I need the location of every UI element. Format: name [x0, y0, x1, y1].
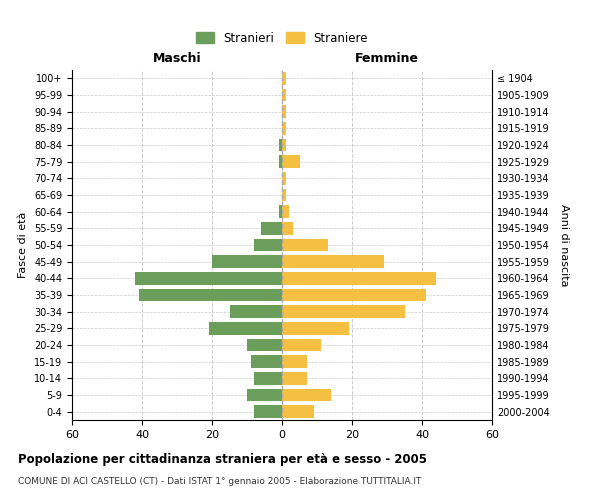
Bar [229, 306, 282, 318]
Y-axis label: Anni di nascita: Anni di nascita [559, 204, 569, 286]
Bar [261, 222, 282, 234]
Bar [282, 156, 299, 168]
Y-axis label: Fasce di età: Fasce di età [19, 212, 28, 278]
Bar [282, 222, 293, 234]
Bar [282, 322, 349, 334]
Bar [282, 138, 286, 151]
Bar [282, 288, 425, 301]
Bar [212, 256, 282, 268]
Bar [282, 306, 404, 318]
Bar [135, 272, 282, 284]
Bar [282, 206, 289, 218]
Bar [282, 172, 286, 184]
Bar [209, 322, 282, 334]
Bar [282, 388, 331, 401]
Bar [278, 206, 282, 218]
Bar [282, 106, 286, 118]
Bar [251, 356, 282, 368]
Bar [278, 156, 282, 168]
Bar [282, 89, 286, 101]
Text: Femmine: Femmine [355, 52, 419, 65]
Text: COMUNE DI ACI CASTELLO (CT) - Dati ISTAT 1° gennaio 2005 - Elaborazione TUTTITAL: COMUNE DI ACI CASTELLO (CT) - Dati ISTAT… [18, 478, 421, 486]
Bar [254, 372, 282, 384]
Bar [282, 256, 383, 268]
Text: Popolazione per cittadinanza straniera per età e sesso - 2005: Popolazione per cittadinanza straniera p… [18, 452, 427, 466]
Bar [254, 239, 282, 251]
Bar [278, 138, 282, 151]
Bar [282, 239, 328, 251]
Text: Maschi: Maschi [152, 52, 202, 65]
Bar [282, 272, 436, 284]
Bar [282, 406, 314, 418]
Bar [282, 72, 286, 85]
Bar [247, 388, 282, 401]
Bar [282, 338, 320, 351]
Bar [282, 122, 286, 134]
Bar [254, 406, 282, 418]
Bar [282, 372, 307, 384]
Bar [282, 188, 286, 201]
Bar [282, 356, 307, 368]
Legend: Stranieri, Straniere: Stranieri, Straniere [191, 27, 373, 50]
Bar [139, 288, 282, 301]
Bar [247, 338, 282, 351]
